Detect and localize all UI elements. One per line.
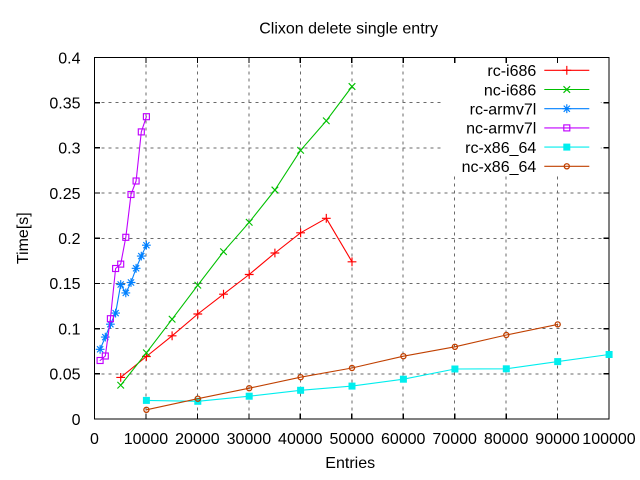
svg-text:0.2: 0.2	[58, 231, 80, 248]
svg-text:0: 0	[90, 431, 99, 448]
svg-text:0.35: 0.35	[49, 95, 80, 112]
svg-text:80000: 80000	[484, 431, 529, 448]
svg-text:Time[s]: Time[s]	[15, 212, 32, 264]
svg-text:rc-i686: rc-i686	[487, 63, 536, 80]
svg-text:Entries: Entries	[325, 455, 375, 472]
svg-text:70000: 70000	[432, 431, 477, 448]
svg-text:rc-x86_64: rc-x86_64	[465, 140, 536, 157]
svg-text:0.4: 0.4	[58, 50, 80, 67]
svg-text:60000: 60000	[381, 431, 426, 448]
svg-text:nc-x86_64: nc-x86_64	[462, 159, 537, 176]
svg-text:0: 0	[72, 412, 81, 429]
svg-text:Clixon delete single entry: Clixon delete single entry	[259, 21, 438, 38]
svg-text:0.15: 0.15	[49, 276, 80, 293]
svg-text:100000: 100000	[582, 431, 635, 448]
svg-text:20000: 20000	[175, 431, 220, 448]
svg-text:rc-armv7l: rc-armv7l	[470, 102, 537, 119]
svg-text:10000: 10000	[124, 431, 169, 448]
svg-text:0.3: 0.3	[58, 141, 80, 158]
svg-text:nc-armv7l: nc-armv7l	[466, 121, 536, 138]
svg-text:0.05: 0.05	[49, 367, 80, 384]
svg-text:0.1: 0.1	[58, 321, 80, 338]
svg-text:30000: 30000	[227, 431, 272, 448]
svg-text:0.25: 0.25	[49, 186, 80, 203]
svg-text:nc-i686: nc-i686	[484, 82, 537, 99]
svg-text:50000: 50000	[330, 431, 375, 448]
svg-text:40000: 40000	[278, 431, 323, 448]
svg-text:90000: 90000	[535, 431, 580, 448]
